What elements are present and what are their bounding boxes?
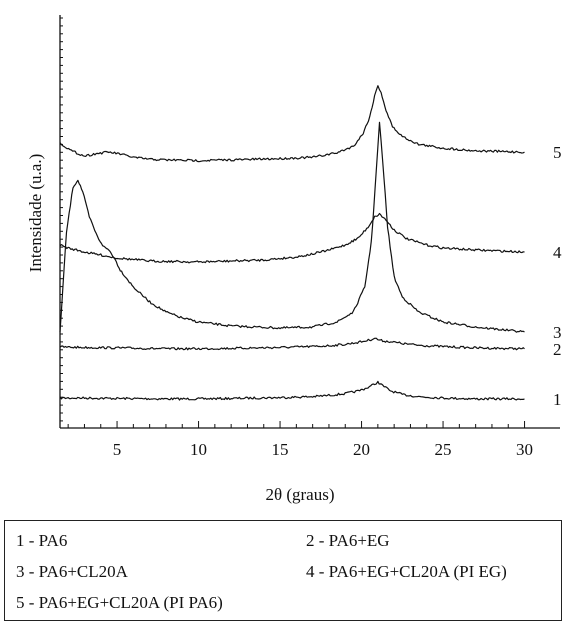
x-tick-label: 10 — [190, 440, 207, 459]
legend-item-1: 1 - PA6 — [16, 531, 68, 550]
series-end-label-1: 1 — [553, 390, 562, 409]
series-line-5 — [59, 85, 525, 163]
legend-item-5: 5 - PA6+EG+CL20A (PI PA6) — [16, 593, 223, 612]
series-end-label-4: 4 — [553, 243, 562, 262]
series-line-2 — [59, 337, 525, 351]
x-axis-label: 2θ (graus) — [265, 485, 334, 504]
legend-box: 1 - PA6 2 - PA6+EG 3 - PA6+CL20A 4 - PA6… — [4, 520, 562, 621]
series-end-label-5: 5 — [553, 143, 562, 162]
y-axis-label: Intensidade (u.a.) — [26, 154, 45, 272]
series-line-1 — [59, 380, 525, 401]
x-tick-label: 15 — [272, 440, 289, 459]
x-tick-label: 30 — [516, 440, 533, 459]
series-line-3 — [59, 121, 525, 333]
legend-item-4: 4 - PA6+EG+CL20A (PI EG) — [306, 562, 507, 581]
x-axis: 5 10 15 20 25 30 — [60, 421, 560, 459]
x-tick-label: 20 — [353, 440, 370, 459]
y-axis — [59, 15, 63, 428]
series-end-label-2: 2 — [553, 340, 562, 359]
series-end-label-3: 3 — [553, 323, 562, 342]
series-line-4 — [59, 212, 525, 264]
legend-item-2: 2 - PA6+EG — [306, 531, 390, 550]
x-tick-label: 25 — [435, 440, 452, 459]
legend-item-3: 3 - PA6+CL20A — [16, 562, 128, 581]
x-tick-label: 5 — [113, 440, 122, 459]
